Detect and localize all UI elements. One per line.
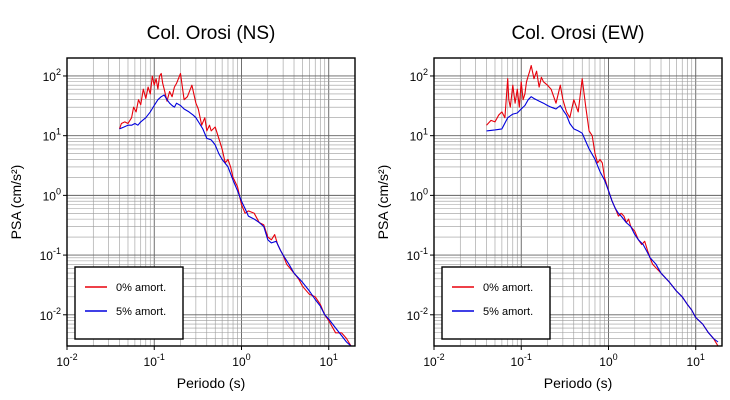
legend: 0% amort. 5% amort. <box>74 266 184 340</box>
x-tick-label: 10-2 <box>423 352 444 369</box>
y-tick-label: 100 <box>410 186 428 203</box>
plot-frame <box>433 57 723 347</box>
chart-ew-title: Col. Orosi (EW) <box>512 23 645 44</box>
series-line-5-percent <box>486 96 719 343</box>
y-tick-label: 100 <box>43 186 61 203</box>
legend-label: 0% amort. <box>116 282 166 294</box>
series-line-5-percent <box>119 94 352 346</box>
x-tick-label: 100 <box>599 352 617 369</box>
series-line-0-percent <box>486 64 719 346</box>
y-tick-label: 101 <box>410 127 428 144</box>
x-tick-label: 10-1 <box>511 352 532 369</box>
y-axis-label: PSA (cm/s²) <box>8 165 24 240</box>
y-tick-label: 10-1 <box>40 246 61 263</box>
legend-label: 0% amort. <box>483 282 533 294</box>
y-axis-label: PSA (cm/s²) <box>375 165 391 240</box>
x-axis-label: Periodo (s) <box>544 375 612 391</box>
plot-frame <box>66 57 356 347</box>
x-tick-label: 101 <box>687 352 705 369</box>
y-tick-label: 10-2 <box>40 306 61 323</box>
legend-label: 5% amort. <box>116 306 166 318</box>
chart-panel-ns: Col. Orosi (NS) 10-2 10-1 100 101 10-2 10-1 100… <box>8 23 356 391</box>
x-tick-label: 100 <box>232 352 250 369</box>
legend-label: 5% amort. <box>483 306 533 318</box>
y-tick-label: 10-2 <box>407 306 428 323</box>
x-tick-label: 10-1 <box>144 352 165 369</box>
series-group <box>486 64 719 346</box>
y-tick-label: 10-1 <box>407 246 428 263</box>
chart-ns-title: Col. Orosi (NS) <box>147 23 276 44</box>
chart-panel-ew: Col. Orosi (EW) 10-2 10-1 100 101 10-2 10-1 100… <box>375 23 723 391</box>
series-group <box>118 72 352 346</box>
legend: 0% amort. 5% amort. <box>441 266 551 340</box>
y-tick-label: 102 <box>410 67 428 84</box>
y-tick-label: 102 <box>43 67 61 84</box>
x-tick-label: 101 <box>320 352 338 369</box>
series-line-0-percent <box>118 72 352 346</box>
legend-box <box>74 266 184 340</box>
x-axis-label: Periodo (s) <box>177 375 245 391</box>
y-tick-label: 101 <box>43 127 61 144</box>
x-tick-label: 10-2 <box>56 352 77 369</box>
legend-box <box>441 266 551 340</box>
